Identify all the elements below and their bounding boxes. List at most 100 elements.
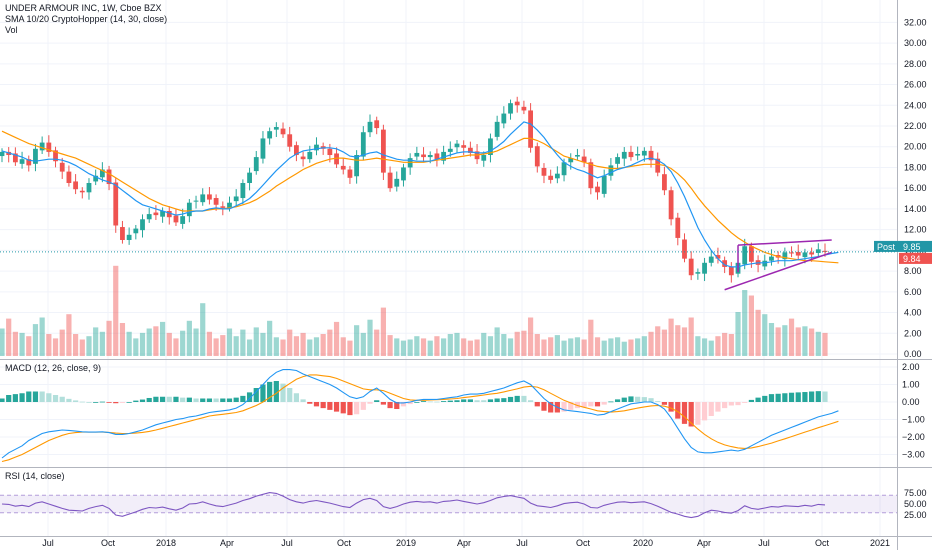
- volume-bar: [675, 325, 681, 356]
- candle-body: [193, 200, 199, 202]
- volume-bar: [133, 338, 139, 356]
- candle-body: [273, 127, 279, 130]
- sma-indicator-label[interactable]: SMA 10/20 CryptoHopper (14, 30, close): [5, 14, 168, 24]
- candle: [106, 165, 112, 191]
- candle-body: [340, 165, 346, 170]
- candle: [166, 206, 172, 225]
- macd-histogram-bar: [146, 397, 152, 402]
- volume-bar: [186, 320, 192, 356]
- macd-histogram-bar: [648, 398, 654, 402]
- time-axis-tick: Oct: [576, 538, 591, 548]
- price-axis-tick: 8.00: [904, 266, 922, 276]
- macd-histogram-bar: [708, 402, 714, 416]
- candle-body: [280, 128, 286, 135]
- time-axis-tick: 2019: [396, 538, 416, 548]
- candle-body: [140, 219, 145, 231]
- candle-body: [160, 210, 165, 217]
- volume-bar: [434, 336, 440, 356]
- macd-histogram-bar: [327, 402, 333, 410]
- rsi-band: [0, 495, 897, 513]
- candle-body: [414, 152, 420, 157]
- volume-bar: [12, 331, 18, 356]
- candle: [394, 171, 400, 192]
- candle: [548, 169, 554, 184]
- volume-bar: [333, 321, 340, 356]
- macd-histogram-bar: [347, 402, 353, 416]
- volume-bar: [347, 340, 353, 356]
- macd-histogram-bar: [293, 393, 300, 402]
- volume-bar: [494, 327, 500, 356]
- volume-bar: [454, 332, 460, 356]
- candle-body: [488, 138, 493, 156]
- macd-histogram-bar: [594, 402, 601, 407]
- candle: [354, 150, 360, 184]
- candle: [488, 133, 493, 163]
- volume-indicator-label[interactable]: Vol: [5, 25, 18, 35]
- candle-body: [769, 256, 774, 261]
- macd-histogram-bar: [313, 402, 320, 407]
- candle-body: [421, 154, 426, 158]
- macd-histogram-bar: [226, 398, 233, 402]
- time-axis-tick: Jul: [42, 538, 54, 548]
- volume-bar: [802, 326, 808, 356]
- macd-histogram-bar: [775, 393, 781, 402]
- volume-bar: [320, 334, 326, 356]
- candle-body: [662, 174, 667, 191]
- candle-body: [595, 186, 600, 193]
- macd-histogram-bar: [762, 395, 768, 402]
- volume-bar: [514, 331, 520, 356]
- volume-bar: [548, 337, 554, 356]
- candle-body: [401, 167, 406, 181]
- candle-body: [213, 198, 219, 205]
- candle-body: [822, 250, 828, 252]
- candle: [253, 150, 259, 175]
- volume-bar: [755, 309, 761, 356]
- volume-bar: [688, 317, 694, 356]
- candle: [153, 205, 159, 220]
- macd-histogram-bar: [655, 401, 661, 402]
- volume-bar: [701, 338, 708, 356]
- macd-histogram-bar: [59, 396, 65, 402]
- macd-histogram-bar: [501, 398, 507, 402]
- volume-bar: [293, 336, 300, 356]
- macd-histogram-bar: [79, 401, 85, 403]
- candle-body: [253, 157, 259, 172]
- macd-histogram-bar: [534, 402, 540, 407]
- candle: [528, 103, 533, 153]
- candle-body: [133, 228, 139, 234]
- macd-histogram-bar: [420, 401, 427, 402]
- candle-body: [802, 252, 808, 258]
- volume-bars: [0, 265, 828, 356]
- macd-histogram-bar: [287, 388, 293, 402]
- candle: [662, 166, 667, 196]
- rsi-axis-tick: 50.00: [904, 499, 927, 509]
- macd-histogram-bar: [253, 388, 259, 402]
- macd-label[interactable]: MACD (12, 26, close, 9): [5, 363, 102, 373]
- candle-body: [541, 167, 547, 176]
- volume-bar: [267, 320, 273, 356]
- volume-bar: [93, 327, 99, 356]
- macd-histogram-bar: [206, 398, 213, 402]
- candle: [267, 127, 273, 145]
- price-axis-tick: 28.00: [904, 59, 927, 69]
- macd-axis-tick: 1.00: [902, 380, 920, 390]
- rsi-label[interactable]: RSI (14, close): [5, 471, 65, 481]
- candle-body: [200, 194, 206, 203]
- macd-histogram-bar: [809, 391, 815, 402]
- symbol-title[interactable]: UNDER ARMOUR INC, 1W, Cboe BZX: [5, 3, 162, 13]
- volume-bar: [166, 332, 172, 356]
- candle-body: [568, 158, 574, 163]
- candle-body: [307, 151, 313, 160]
- macd-histogram-bar: [166, 396, 172, 402]
- candle: [575, 148, 580, 161]
- candle: [340, 158, 346, 175]
- volume-bar: [501, 334, 507, 356]
- candle-body: [715, 255, 721, 259]
- macd-histogram-bar: [186, 397, 192, 402]
- volume-bar: [307, 339, 313, 356]
- candle: [628, 145, 634, 161]
- candle: [140, 214, 145, 238]
- price-axis-tick: 2.00: [904, 328, 922, 338]
- macd-histogram-bar: [668, 402, 674, 412]
